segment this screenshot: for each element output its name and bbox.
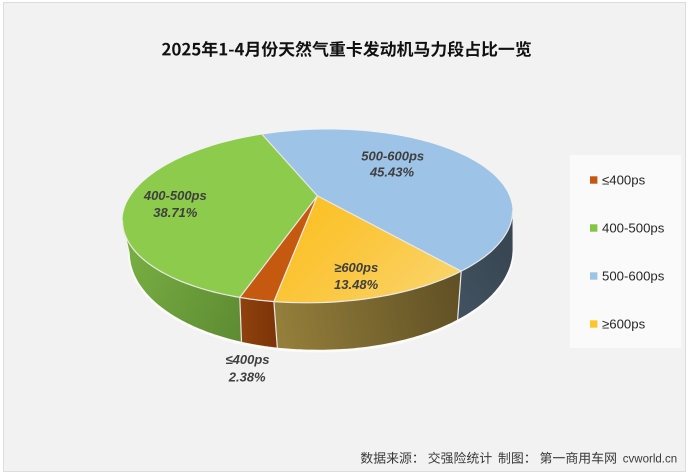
svg-text:400-500ps: 400-500ps (143, 188, 207, 203)
svg-text:≤400ps: ≤400ps (226, 352, 270, 367)
svg-text:≥600ps: ≥600ps (602, 316, 646, 331)
svg-text:≤400ps: ≤400ps (602, 172, 646, 187)
svg-text:13.48%: 13.48% (334, 277, 379, 292)
svg-text:38.71%: 38.71% (153, 205, 198, 220)
svg-text:cvworld.cn: cvworld.cn (623, 454, 677, 466)
svg-text:2.38%: 2.38% (228, 370, 266, 385)
svg-text:500-600ps: 500-600ps (361, 148, 424, 163)
svg-text:500-600ps: 500-600ps (602, 268, 665, 283)
svg-text:≥600ps: ≥600ps (334, 260, 378, 275)
svg-text:45.43%: 45.43% (369, 165, 415, 180)
svg-text:400-500ps: 400-500ps (602, 220, 665, 235)
